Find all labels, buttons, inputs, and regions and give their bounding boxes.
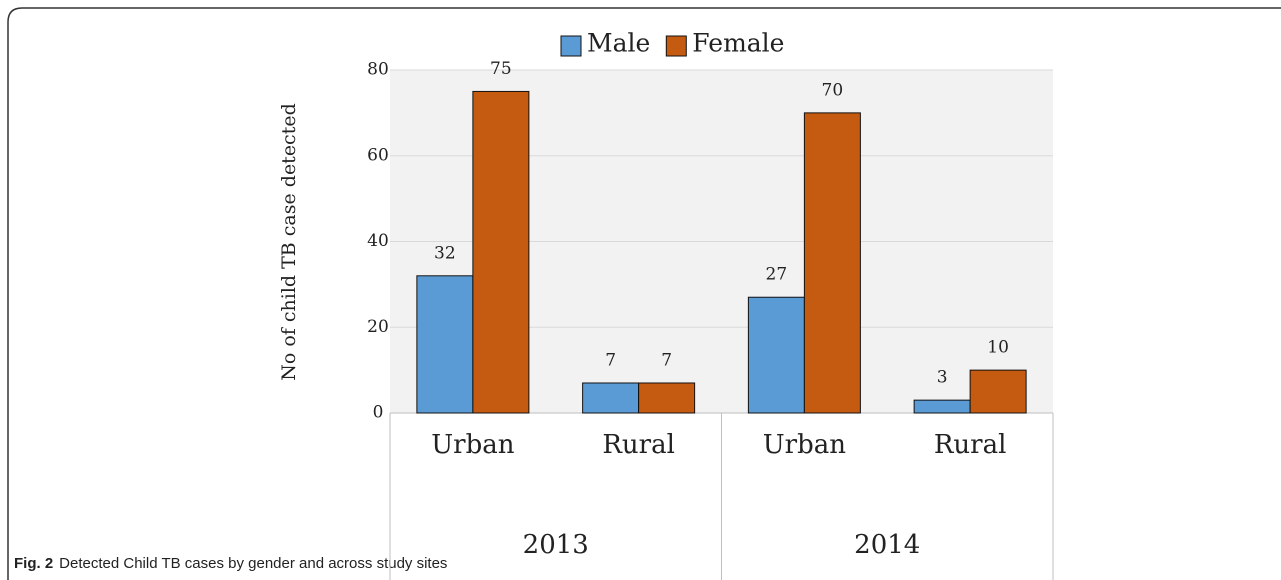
data-label: 3 <box>937 368 948 388</box>
legend-swatch <box>665 35 687 57</box>
data-label: 7 <box>661 350 672 370</box>
y-tick-label: 20 <box>367 317 389 337</box>
x-tick-label: Urban <box>431 430 514 460</box>
data-label: 32 <box>434 243 456 263</box>
data-label: 7 <box>605 350 616 370</box>
bar <box>582 382 640 414</box>
y-tick-label: 40 <box>367 231 389 251</box>
bar <box>638 382 696 414</box>
bar <box>803 112 861 414</box>
legend-label: Male <box>587 29 650 58</box>
y-tick-label: 0 <box>373 403 384 423</box>
bar <box>913 399 971 414</box>
legend-swatch <box>560 35 582 57</box>
y-tick-label: 60 <box>367 145 389 165</box>
legend-label: Female <box>692 29 784 58</box>
caption-label: Fig. 2 <box>14 555 53 572</box>
bar <box>416 275 474 414</box>
data-label: 27 <box>766 265 788 285</box>
group-label: 2014 <box>854 530 920 560</box>
bar <box>472 90 530 414</box>
x-tick-label: Rural <box>602 430 675 460</box>
x-tick-label: Rural <box>934 430 1007 460</box>
caption: Fig. 2 Detected Child TB cases by gender … <box>14 555 447 572</box>
x-tick-label: Urban <box>763 430 846 460</box>
data-label: 70 <box>822 80 844 100</box>
caption-text: Detected Child TB cases by gender and ac… <box>59 555 447 572</box>
data-label: 10 <box>987 338 1009 358</box>
data-label: 75 <box>490 59 512 79</box>
figure-border <box>7 7 1281 580</box>
group-label: 2013 <box>523 530 589 560</box>
y-axis-label: No of child TB case detected <box>278 103 300 381</box>
y-tick-label: 80 <box>367 60 389 80</box>
bar <box>969 369 1027 414</box>
bar <box>747 296 805 414</box>
